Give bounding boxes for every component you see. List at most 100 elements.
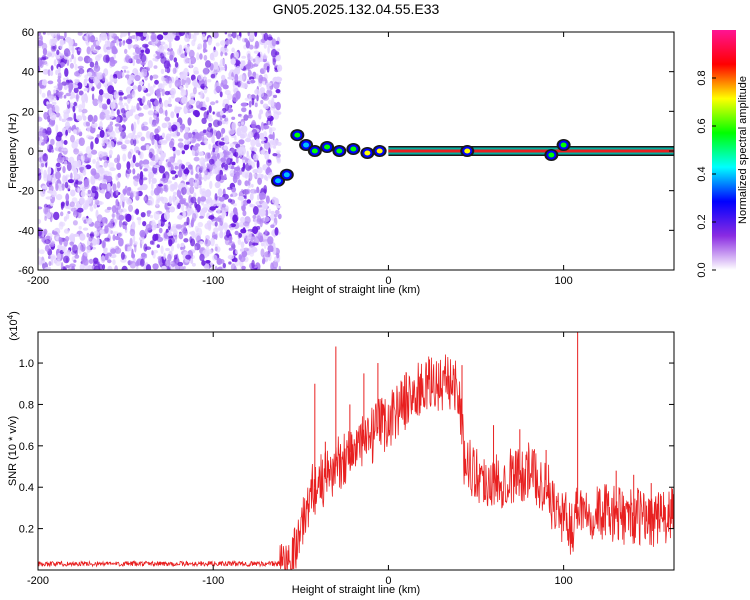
noise-cell — [210, 73, 216, 79]
noise-cell — [264, 229, 268, 235]
noise-cell — [69, 201, 75, 208]
noise-cell — [132, 85, 138, 90]
noise-cell — [126, 246, 133, 252]
noise-cell — [223, 145, 228, 151]
noise-cell — [183, 144, 189, 151]
noise-cell — [228, 261, 232, 265]
noise-cell — [55, 194, 63, 201]
noise-cell — [112, 211, 115, 220]
noise-cell — [180, 242, 185, 248]
noise-cell — [115, 199, 119, 206]
noise-cell — [116, 162, 122, 170]
signal-blob-core — [364, 150, 371, 156]
noise-cell — [218, 141, 225, 146]
noise-cell — [77, 65, 84, 70]
noise-cell — [167, 221, 171, 231]
noise-cell — [271, 97, 275, 106]
noise-cell — [227, 32, 232, 38]
noise-cell — [168, 96, 172, 104]
noise-cell — [168, 239, 173, 247]
noise-cell — [131, 253, 136, 259]
x-tick-label: 100 — [554, 275, 572, 287]
noise-cell — [231, 121, 237, 131]
noise-cell — [47, 166, 52, 175]
noise-cell — [83, 166, 87, 171]
noise-cell — [99, 111, 106, 120]
noise-cell — [91, 238, 98, 246]
signal-blob-core — [376, 148, 383, 154]
noise-cell — [248, 100, 252, 108]
spectrogram-panel: -200 -100 0 100 60 40 20 0 -20 -40 -60 Height of … — [7, 27, 675, 296]
noise-cell — [39, 87, 42, 95]
noise-cell — [254, 217, 258, 227]
noise-cell — [101, 179, 107, 184]
noise-cell — [208, 158, 215, 165]
noise-cell — [55, 171, 61, 180]
noise-cell — [140, 258, 145, 267]
noise-cell — [127, 260, 133, 265]
noise-cell — [87, 196, 92, 204]
noise-cell — [127, 132, 135, 139]
noise-cell — [85, 164, 92, 170]
noise-cell — [109, 93, 113, 101]
noise-cell — [148, 171, 155, 179]
y-tick-label: 20 — [22, 106, 34, 118]
x-tick-label: 0 — [385, 275, 391, 287]
noise-cell — [137, 84, 142, 92]
noise-cell — [38, 167, 41, 174]
noise-cell — [114, 157, 119, 163]
noise-cell — [44, 215, 47, 221]
noise-cell — [135, 194, 140, 201]
noise-cell — [241, 107, 247, 113]
noise-cell — [45, 196, 53, 200]
noise-cell — [55, 259, 62, 266]
signal-blob-core — [548, 152, 555, 158]
noise-cell — [74, 63, 78, 71]
noise-cell — [201, 188, 206, 194]
noise-cell — [168, 195, 173, 205]
noise-cell — [231, 161, 236, 166]
noise-cell — [119, 41, 122, 47]
noise-cell — [161, 265, 167, 270]
noise-cell — [104, 92, 110, 99]
noise-cell — [151, 35, 157, 40]
y-tick-label: -20 — [18, 186, 34, 198]
noise-cell — [177, 261, 184, 267]
noise-cell — [237, 239, 242, 245]
noise-cell — [94, 137, 99, 145]
noise-cell — [217, 188, 223, 197]
noise-cell — [72, 244, 78, 254]
noise-cell — [259, 77, 267, 82]
noise-cell — [276, 252, 280, 259]
noise-cell — [185, 181, 190, 185]
noise-cell — [215, 62, 219, 67]
noise-cell — [148, 102, 152, 109]
noise-cell — [275, 76, 281, 83]
noise-cell — [106, 156, 110, 161]
noise-cell — [118, 125, 123, 133]
noise-cell — [143, 264, 147, 270]
noise-cell — [112, 259, 116, 266]
noise-cell — [55, 124, 59, 134]
noise-cell — [157, 219, 162, 228]
x-tick-label: -200 — [27, 575, 49, 587]
noise-cell — [239, 255, 246, 263]
noise-cell — [151, 182, 154, 190]
noise-cell — [232, 79, 235, 88]
noise-cell — [174, 234, 178, 240]
noise-cell — [275, 209, 280, 215]
chart-title: GN05.2025.132.04.55.E33 — [273, 1, 440, 17]
noise-cell — [40, 162, 45, 168]
noise-cell — [117, 231, 123, 238]
noise-cell — [73, 174, 78, 180]
noise-cell — [222, 212, 227, 216]
noise-cell — [65, 121, 70, 130]
noise-cell — [235, 249, 238, 255]
noise-cell — [77, 187, 80, 193]
noise-cell — [153, 211, 160, 221]
noise-cell — [77, 159, 82, 168]
noise-cell — [236, 146, 244, 154]
noise-cell — [274, 227, 279, 236]
noise-cell — [224, 151, 231, 156]
noise-cell — [233, 265, 237, 270]
